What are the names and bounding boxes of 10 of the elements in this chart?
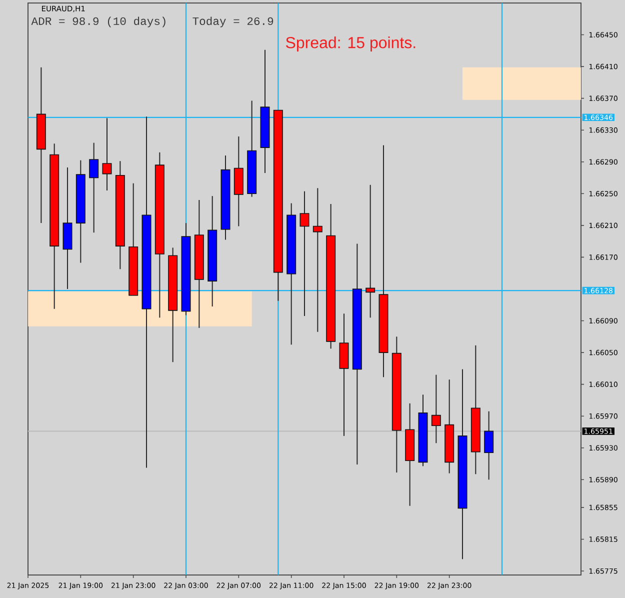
candlestick bbox=[366, 184, 376, 318]
annotation: Spread: 15 points. bbox=[286, 36, 416, 52]
candlestick bbox=[300, 190, 310, 316]
candlestick bbox=[431, 374, 441, 444]
candlestick bbox=[89, 142, 99, 234]
annotation: ADR = 98.9 (10 days) bbox=[31, 16, 166, 28]
candlestick bbox=[484, 410, 494, 480]
candlestick bbox=[102, 118, 112, 191]
candlestick bbox=[312, 188, 322, 332]
annotation: Today = 26.9 bbox=[192, 16, 274, 28]
